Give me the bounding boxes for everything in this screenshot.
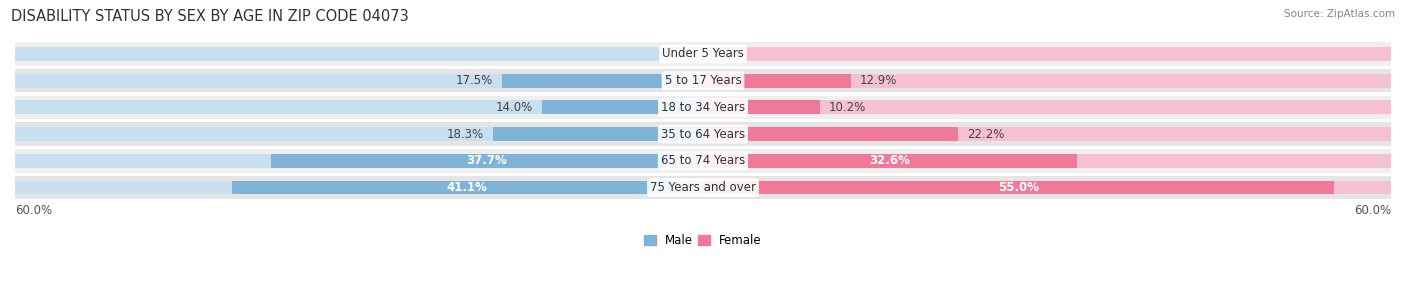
Text: 12.9%: 12.9%	[860, 74, 897, 87]
Bar	[703, 127, 957, 141]
Text: 60.0%: 60.0%	[15, 204, 52, 217]
Text: 55.0%: 55.0%	[998, 181, 1039, 194]
Bar	[703, 181, 1334, 194]
Text: 0.0%: 0.0%	[664, 47, 693, 60]
Text: 37.7%: 37.7%	[467, 154, 508, 167]
Bar	[15, 69, 1391, 92]
Bar	[703, 74, 851, 88]
Bar	[703, 100, 1391, 114]
Bar	[15, 47, 703, 61]
Text: DISABILITY STATUS BY SEX BY AGE IN ZIP CODE 04073: DISABILITY STATUS BY SEX BY AGE IN ZIP C…	[11, 9, 409, 24]
Text: 35 to 64 Years: 35 to 64 Years	[661, 128, 745, 140]
Text: 65 to 74 Years: 65 to 74 Years	[661, 154, 745, 167]
Text: 14.0%: 14.0%	[496, 101, 533, 114]
Bar	[494, 127, 703, 141]
Text: 18 to 34 Years: 18 to 34 Years	[661, 101, 745, 114]
Bar	[703, 154, 1391, 168]
Bar	[271, 154, 703, 168]
Bar	[15, 96, 1391, 119]
Bar	[502, 74, 703, 88]
Legend: Male, Female: Male, Female	[640, 230, 766, 252]
Bar	[15, 100, 703, 114]
Text: 10.2%: 10.2%	[830, 101, 866, 114]
Bar	[15, 74, 703, 88]
Bar	[15, 154, 703, 168]
Bar	[15, 149, 1391, 172]
Text: 17.5%: 17.5%	[456, 74, 494, 87]
Bar	[703, 181, 1391, 194]
Bar	[703, 74, 1391, 88]
Text: 5 to 17 Years: 5 to 17 Years	[665, 74, 741, 87]
Bar	[703, 47, 1391, 61]
Bar	[15, 176, 1391, 199]
Bar	[703, 100, 820, 114]
Bar	[703, 154, 1077, 168]
Bar	[15, 42, 1391, 66]
Bar	[15, 181, 703, 194]
Text: 0.0%: 0.0%	[713, 47, 742, 60]
Text: Under 5 Years: Under 5 Years	[662, 47, 744, 60]
Bar	[15, 127, 703, 141]
Text: 18.3%: 18.3%	[447, 128, 484, 140]
Text: 60.0%: 60.0%	[1354, 204, 1391, 217]
Text: 41.1%: 41.1%	[447, 181, 488, 194]
Text: 32.6%: 32.6%	[869, 154, 910, 167]
Bar	[15, 122, 1391, 146]
Text: Source: ZipAtlas.com: Source: ZipAtlas.com	[1284, 9, 1395, 19]
Text: 75 Years and over: 75 Years and over	[650, 181, 756, 194]
Bar	[703, 127, 1391, 141]
Bar	[543, 100, 703, 114]
Text: 22.2%: 22.2%	[967, 128, 1004, 140]
Bar	[232, 181, 703, 194]
